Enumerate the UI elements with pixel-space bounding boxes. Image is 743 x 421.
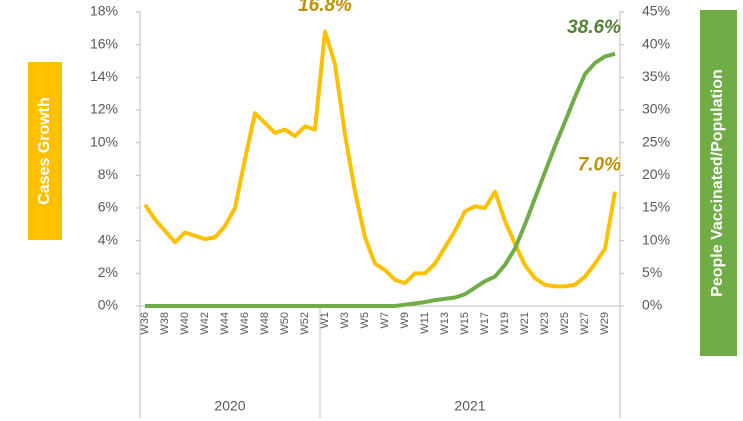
x-tick-label: W38 xyxy=(159,312,171,335)
y2-tick-label: 15% xyxy=(642,199,670,215)
x-tick-label: W52 xyxy=(299,312,311,335)
x-tick-label: W11 xyxy=(419,312,431,334)
x-tick-label: W15 xyxy=(459,312,471,335)
x-tick-label: W27 xyxy=(579,312,591,335)
x-tick-label: W13 xyxy=(439,312,451,335)
x-tick-label: W21 xyxy=(519,312,531,335)
x-tick-label: W25 xyxy=(559,312,571,335)
y-tick-label: 0% xyxy=(98,297,118,313)
y2-axis-label: People Vaccinated/Population xyxy=(709,69,726,297)
x-tick-label: W3 xyxy=(339,312,351,329)
y2-tick-label: 0% xyxy=(642,297,662,313)
y-tick-label: 12% xyxy=(90,101,118,117)
x-tick-label: W40 xyxy=(179,312,191,335)
y-label-box xyxy=(28,62,62,240)
y2-tick-label: 40% xyxy=(642,35,670,51)
x-tick-label: W29 xyxy=(599,312,611,335)
y2-tick-label: 45% xyxy=(642,3,670,19)
y2-tick-label: 35% xyxy=(642,68,670,84)
y2-tick-label: 20% xyxy=(642,166,670,182)
x-tick-label: W5 xyxy=(359,312,371,329)
data-label: 7.0% xyxy=(578,155,621,176)
x-tick-label: W7 xyxy=(379,312,391,329)
y2-tick-label: 10% xyxy=(642,231,670,247)
y-tick-label: 4% xyxy=(98,231,118,247)
y-tick-label: 10% xyxy=(90,133,118,149)
x-tick-label: W48 xyxy=(259,312,271,335)
x-tick-label: W9 xyxy=(399,312,411,329)
y-tick-label: 6% xyxy=(98,199,118,215)
y-axis-label: Cases Growth xyxy=(36,97,53,205)
x-group-label: 2021 xyxy=(454,398,485,414)
y2-tick-label: 5% xyxy=(642,264,662,280)
x-tick-label: W1 xyxy=(319,312,331,329)
series-line xyxy=(145,51,616,308)
y-tick-label: 14% xyxy=(90,68,118,84)
x-tick-label: W46 xyxy=(239,312,251,335)
data-label: 38.6% xyxy=(567,17,621,38)
y2-label-box xyxy=(700,10,737,356)
data-label: 16.8% xyxy=(298,0,352,16)
x-tick-label: W50 xyxy=(279,312,291,335)
x-group-label: 2020 xyxy=(214,398,245,414)
y-tick-label: 18% xyxy=(90,3,118,19)
y2-tick-label: 30% xyxy=(642,101,670,117)
x-tick-label: W36 xyxy=(139,312,151,335)
series-line xyxy=(143,29,617,289)
x-tick-label: W44 xyxy=(219,312,231,335)
x-tick-label: W23 xyxy=(539,312,551,335)
y-tick-label: 16% xyxy=(90,35,118,51)
x-tick-label: W19 xyxy=(499,312,511,335)
y-tick-label: 2% xyxy=(98,264,118,280)
y2-tick-label: 25% xyxy=(642,133,670,149)
x-tick-label: W17 xyxy=(479,312,491,335)
x-tick-label: W42 xyxy=(199,312,211,335)
y-tick-label: 8% xyxy=(98,166,118,182)
